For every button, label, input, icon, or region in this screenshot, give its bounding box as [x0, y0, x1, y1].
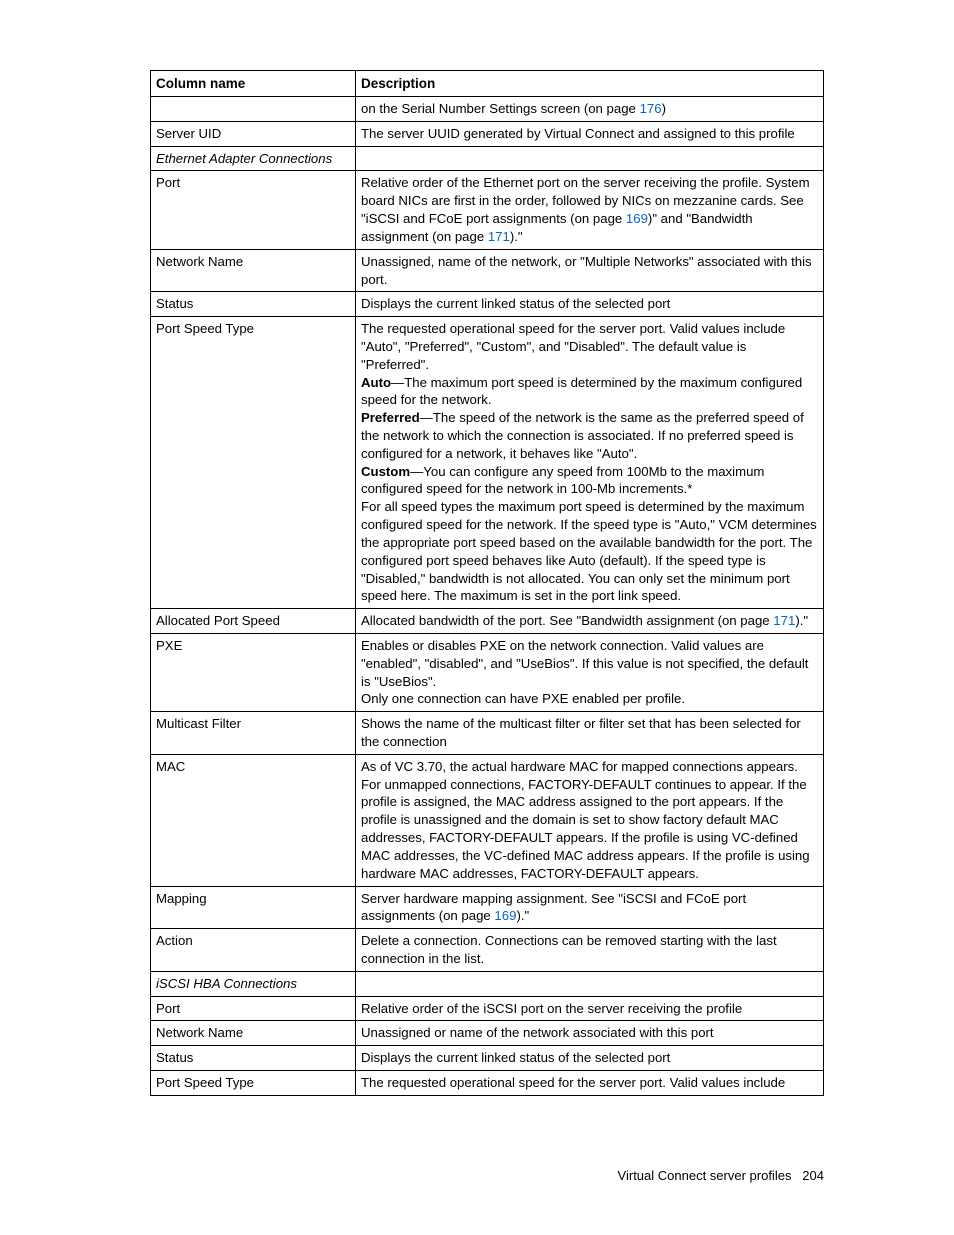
cell-description: Server hardware mapping assignment. See … [356, 886, 824, 929]
cell-column-name: iSCSI HBA Connections [151, 971, 356, 996]
cell-description: Relative order of the Ethernet port on t… [356, 171, 824, 249]
link-page-171[interactable]: 171 [488, 229, 510, 244]
table-row: Allocated Port SpeedAllocated bandwidth … [151, 609, 824, 634]
footer-page-number: 204 [802, 1168, 824, 1183]
cell-column-name: MAC [151, 754, 356, 886]
document-page: Column name Description on the Serial Nu… [0, 0, 954, 1235]
table-row: MACAs of VC 3.70, the actual hardware MA… [151, 754, 824, 886]
cell-description: Allocated bandwidth of the port. See "Ba… [356, 609, 824, 634]
page-footer: Virtual Connect server profiles 204 [618, 1168, 824, 1183]
cell-description [356, 146, 824, 171]
table-row: PortRelative order of the Ethernet port … [151, 171, 824, 249]
link-page-176[interactable]: 176 [640, 101, 662, 116]
cell-column-name [151, 97, 356, 122]
cell-description: As of VC 3.70, the actual hardware MAC f… [356, 754, 824, 886]
cell-column-name: PXE [151, 633, 356, 711]
table-row: StatusDisplays the current linked status… [151, 292, 824, 317]
cell-column-name: Network Name [151, 1021, 356, 1046]
header-description: Description [356, 71, 824, 97]
table-row: Network NameUnassigned or name of the ne… [151, 1021, 824, 1046]
table-row: StatusDisplays the current linked status… [151, 1046, 824, 1071]
link-page-169[interactable]: 169 [494, 908, 516, 923]
cell-description: Unassigned, name of the network, or "Mul… [356, 249, 824, 292]
table-row: ActionDelete a connection. Connections c… [151, 929, 824, 972]
cell-column-name: Port [151, 996, 356, 1021]
cell-description: The server UUID generated by Virtual Con… [356, 121, 824, 146]
table-row: Multicast FilterShows the name of the mu… [151, 712, 824, 755]
table-row: PXEEnables or disables PXE on the networ… [151, 633, 824, 711]
table-row: Server UIDThe server UUID generated by V… [151, 121, 824, 146]
table-row: Network NameUnassigned, name of the netw… [151, 249, 824, 292]
table-row: MappingServer hardware mapping assignmen… [151, 886, 824, 929]
cell-description: Unassigned or name of the network associ… [356, 1021, 824, 1046]
cell-column-name: Port [151, 171, 356, 249]
cell-description: Delete a connection. Connections can be … [356, 929, 824, 972]
link-page-171[interactable]: 171 [773, 613, 795, 628]
cell-column-name: Port Speed Type [151, 1071, 356, 1096]
table-row: on the Serial Number Settings screen (on… [151, 97, 824, 122]
table-header-row: Column name Description [151, 71, 824, 97]
cell-column-name: Multicast Filter [151, 712, 356, 755]
table-row: Ethernet Adapter Connections [151, 146, 824, 171]
cell-description: Shows the name of the multicast filter o… [356, 712, 824, 755]
header-column-name: Column name [151, 71, 356, 97]
table-row: Port Speed TypeThe requested operational… [151, 317, 824, 609]
link-page-169[interactable]: 169 [626, 211, 648, 226]
cell-description: Displays the current linked status of th… [356, 1046, 824, 1071]
cell-column-name: Ethernet Adapter Connections [151, 146, 356, 171]
footer-section-title: Virtual Connect server profiles [618, 1168, 792, 1183]
cell-description: Relative order of the iSCSI port on the … [356, 996, 824, 1021]
cell-column-name: Mapping [151, 886, 356, 929]
cell-column-name: Port Speed Type [151, 317, 356, 609]
column-description-table: Column name Description on the Serial Nu… [150, 70, 824, 1096]
cell-column-name: Server UID [151, 121, 356, 146]
cell-column-name: Network Name [151, 249, 356, 292]
cell-column-name: Status [151, 292, 356, 317]
cell-column-name: Allocated Port Speed [151, 609, 356, 634]
cell-description: Displays the current linked status of th… [356, 292, 824, 317]
cell-column-name: Action [151, 929, 356, 972]
cell-column-name: Status [151, 1046, 356, 1071]
table-row: PortRelative order of the iSCSI port on … [151, 996, 824, 1021]
cell-description: Enables or disables PXE on the network c… [356, 633, 824, 711]
cell-description: The requested operational speed for the … [356, 1071, 824, 1096]
cell-description: The requested operational speed for the … [356, 317, 824, 609]
cell-description [356, 971, 824, 996]
table-row: Port Speed TypeThe requested operational… [151, 1071, 824, 1096]
cell-description: on the Serial Number Settings screen (on… [356, 97, 824, 122]
table-row: iSCSI HBA Connections [151, 971, 824, 996]
